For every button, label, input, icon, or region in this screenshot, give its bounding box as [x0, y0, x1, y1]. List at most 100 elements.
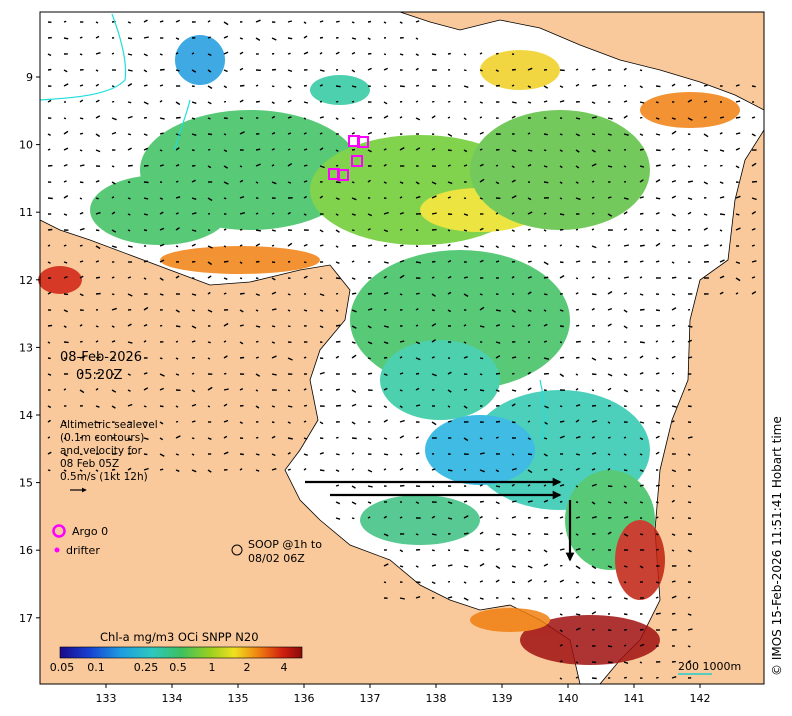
velocity-arrow [351, 468, 355, 471]
velocity-arrow [79, 340, 83, 343]
argo-legend-label: Argo 0 [72, 525, 108, 538]
lat-tick-label: 16 [19, 544, 33, 557]
colorbar-tick-label: 0.1 [87, 661, 105, 674]
velocity-arrow [751, 291, 757, 295]
velocity-arrow [655, 596, 659, 599]
velocity-arrow [559, 435, 565, 439]
velocity-arrow [543, 293, 548, 296]
chlorophyll-layer [38, 35, 740, 665]
sealevel-contours [39, 13, 545, 441]
lon-tick-label: 133 [96, 692, 117, 705]
velocity-arrow [239, 131, 245, 135]
velocity-arrow [559, 85, 564, 89]
velocity-arrow [703, 116, 707, 119]
velocity-arrow [719, 181, 724, 185]
velocity-arrow [111, 276, 115, 279]
velocity-arrow [655, 178, 661, 183]
velocity-arrow [655, 101, 659, 104]
velocity-arrow [687, 436, 693, 439]
velocity-arrow [575, 581, 579, 584]
velocity-arrow [351, 85, 357, 88]
velocity-arrow [47, 244, 51, 247]
velocity-arrow [687, 211, 692, 215]
velocity-arrow [159, 277, 164, 281]
velocity-arrow [479, 373, 483, 376]
velocity-arrow [111, 468, 116, 471]
velocity-arrow [639, 212, 644, 215]
velocity-arrow [335, 117, 339, 120]
velocity-arrow [431, 309, 435, 312]
velocity-arrow [463, 581, 467, 584]
velocity-arrow [607, 133, 612, 136]
velocity-arrow [655, 612, 661, 615]
velocity-arrow [271, 291, 277, 295]
velocity-arrow [383, 515, 388, 519]
velocity-arrow [527, 211, 533, 215]
velocity-arrow [367, 308, 373, 311]
velocity-arrow [95, 133, 101, 138]
velocity-arrow [527, 469, 533, 474]
velocity-arrow [607, 277, 611, 280]
velocity-arrow [303, 420, 307, 423]
velocity-arrow [671, 307, 677, 311]
velocity-arrow [383, 292, 389, 295]
velocity-arrow [255, 19, 261, 23]
velocity-arrow [351, 37, 357, 40]
velocity-arrow [399, 435, 405, 439]
velocity-arrow [575, 117, 581, 120]
velocity-arrow [751, 116, 756, 119]
velocity-arrow [239, 324, 244, 327]
velocity-arrow [367, 357, 371, 360]
velocity-arrow [63, 437, 67, 440]
velocity-arrow [47, 373, 52, 376]
velocity-arrow [591, 196, 595, 199]
velocity-arrow [111, 405, 116, 409]
velocity-arrow [207, 357, 211, 360]
velocity-arrow [607, 165, 613, 168]
velocity-arrow [575, 245, 580, 248]
soop-legend-icon [231, 544, 243, 556]
velocity-arrow [607, 501, 612, 504]
velocity-arrow [447, 196, 451, 199]
velocity-arrow [447, 517, 453, 520]
velocity-arrow [287, 181, 292, 184]
velocity-arrow [335, 51, 340, 55]
velocity-arrow [255, 373, 261, 377]
lon-tick-label: 140 [558, 692, 579, 705]
velocity-arrow [399, 228, 403, 231]
velocity-arrow [591, 133, 596, 136]
velocity-arrow [447, 275, 452, 279]
velocity-arrow [591, 548, 595, 551]
velocity-arrow [271, 148, 275, 151]
velocity-arrow [527, 453, 533, 456]
velocity-arrow [191, 403, 197, 407]
velocity-arrow [559, 629, 563, 633]
velocity-arrow [719, 259, 725, 263]
velocity-arrow [143, 133, 148, 137]
velocity-arrow [735, 84, 740, 87]
velocity-arrow [639, 501, 643, 504]
velocity-arrow [79, 453, 83, 456]
velocity-arrow [591, 452, 597, 455]
velocity-arrow [79, 53, 83, 56]
velocity-arrow [95, 229, 100, 232]
colorbar-title: Chl-a mg/m3 OCi SNPP N20 [100, 630, 259, 644]
velocity-arrow [367, 516, 371, 519]
velocity-arrow [367, 149, 372, 153]
velocity-arrow [575, 83, 580, 87]
velocity-arrow [655, 516, 659, 519]
velocity-arrow [751, 260, 757, 263]
velocity-arrow [351, 485, 356, 489]
velocity-arrow [79, 324, 83, 327]
velocity-arrow [287, 69, 293, 73]
velocity-arrow [319, 165, 325, 169]
velocity-arrow [639, 469, 644, 472]
velocity-arrow [223, 165, 229, 169]
velocity-arrow [287, 421, 291, 424]
velocity-arrow [143, 340, 147, 343]
velocity-arrow [479, 597, 484, 600]
velocity-arrow [63, 37, 69, 40]
velocity-arrow [511, 403, 516, 407]
velocity-arrow [303, 213, 307, 216]
